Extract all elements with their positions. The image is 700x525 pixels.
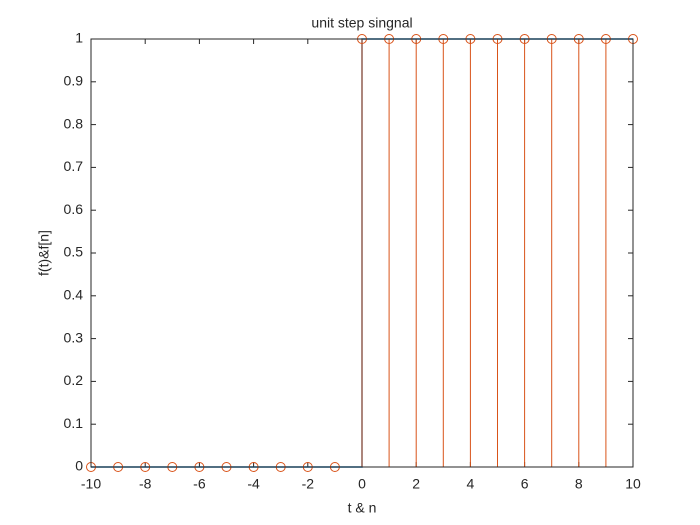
- y-tick-label: 0.3: [64, 329, 84, 345]
- y-tick-label: 0.6: [64, 201, 84, 217]
- y-tick-label: 0.2: [64, 372, 84, 388]
- axes-box: [90, 38, 634, 468]
- y-tick-label: 0.4: [64, 287, 84, 303]
- y-tick-label: 0.9: [64, 73, 84, 89]
- x-axis-label: t & n: [348, 500, 377, 516]
- y-axis-label: f(t)&f[n]: [36, 230, 52, 276]
- y-tick-label: 0: [75, 458, 83, 474]
- x-tick-label: -4: [247, 476, 260, 492]
- x-tick-label: 4: [467, 476, 475, 492]
- y-tick-label: 0.1: [64, 415, 84, 431]
- x-tick-label: -10: [81, 476, 101, 492]
- y-tick-label: 0.8: [64, 115, 84, 131]
- x-tick-label: -2: [302, 476, 315, 492]
- x-tick-label: 2: [412, 476, 420, 492]
- y-tick-label: 0.5: [64, 244, 84, 260]
- x-tick-label: 8: [575, 476, 583, 492]
- y-tick-label: 1: [75, 30, 83, 46]
- y-tick-label: 0.7: [64, 158, 84, 174]
- x-tick-label: 10: [625, 476, 641, 492]
- x-tick-label: 0: [358, 476, 366, 492]
- x-tick-label: -6: [193, 476, 206, 492]
- x-tick-label: -8: [139, 476, 152, 492]
- chart-title: unit step singnal: [311, 15, 412, 31]
- x-tick-label: 6: [521, 476, 529, 492]
